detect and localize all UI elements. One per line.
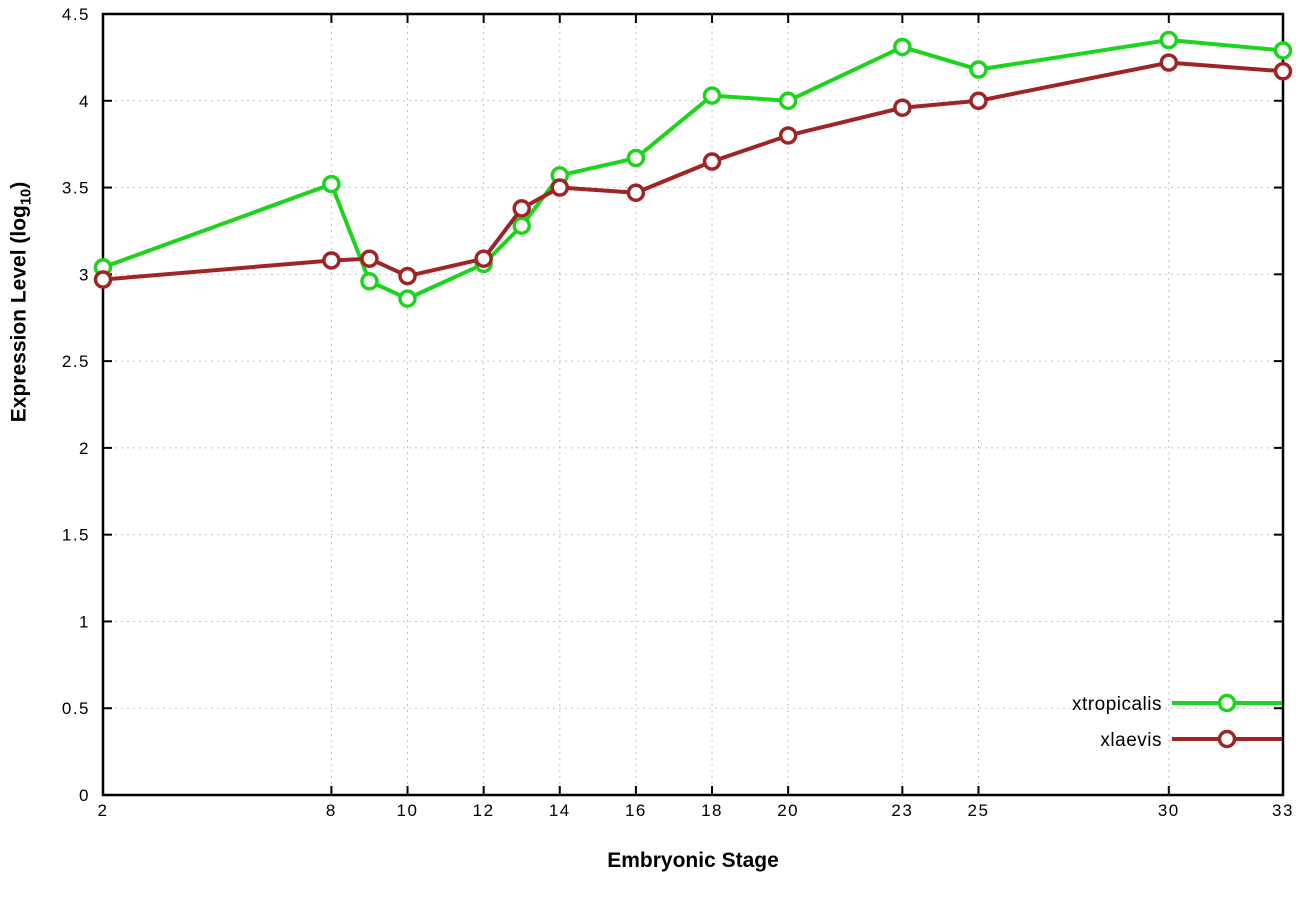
legend-label-xlaevis: xlaevis [1100, 730, 1162, 751]
data-point-xlaevis [969, 91, 988, 111]
y-axis-title-suffix: ) [7, 181, 31, 189]
data-point-xlaevis [512, 199, 531, 218]
data-point-xtropicalis [360, 272, 379, 291]
plot-border [101, 12, 1285, 797]
data-point-xlaevis [893, 98, 912, 117]
data-point-xtropicalis [1273, 41, 1293, 60]
data-point-xtropicalis [398, 289, 417, 308]
x-tick-label: 23 [891, 801, 913, 820]
y-tick-label: 1.5 [62, 526, 90, 545]
y-axis-title: Expression Level (log10) [7, 182, 34, 422]
data-point-xlaevis [1159, 53, 1179, 72]
data-point-xlaevis [398, 266, 417, 286]
y-tick-label: 1 [79, 612, 90, 631]
data-point-xlaevis [626, 183, 646, 203]
y-tick-label: 0.5 [62, 699, 90, 718]
x-tick-label: 2 [98, 801, 109, 820]
data-point-xtropicalis [322, 174, 341, 194]
data-point-xtropicalis [626, 148, 646, 168]
y-tick-label: 4 [79, 92, 90, 111]
data-point-xtropicalis [969, 60, 988, 79]
y-tick-label: 2.5 [62, 352, 90, 371]
x-tick-label: 30 [1158, 801, 1180, 820]
legend-marker-xtropicalis [1217, 693, 1237, 713]
y-axis-title-subscript: 10 [18, 188, 35, 206]
data-point-xlaevis [93, 270, 113, 289]
y-tick-label: 0 [79, 786, 90, 805]
x-tick-label: 14 [549, 801, 571, 820]
data-point-xlaevis [550, 178, 570, 197]
legend-marker-xlaevis [1217, 729, 1237, 749]
data-point-xtropicalis [512, 216, 531, 235]
y-tick-label: 3.5 [62, 179, 90, 198]
y-tick-label: 4.5 [62, 5, 90, 24]
x-tick-label: 20 [777, 801, 799, 820]
x-tick-label: 10 [397, 801, 419, 820]
data-point-xlaevis [474, 249, 493, 268]
x-tick-label: 18 [701, 801, 723, 820]
data-point-xlaevis [702, 152, 722, 171]
y-tick-label: 3 [79, 265, 90, 284]
data-point-xlaevis [360, 249, 379, 268]
legend-label-xtropicalis: xtropicalis [1072, 694, 1162, 715]
x-tick-label: 16 [625, 801, 647, 820]
y-axis-title-prefix: Expression Level (log [7, 205, 31, 423]
x-tick-label: 12 [473, 801, 495, 820]
data-point-xlaevis [778, 126, 798, 145]
x-tick-label: 33 [1272, 801, 1294, 820]
data-point-xlaevis [322, 251, 341, 270]
x-tick-label: 25 [968, 801, 990, 820]
x-tick-label: 8 [326, 801, 337, 820]
x-axis-title: Embryonic Stage [607, 849, 779, 872]
data-point-xtropicalis [702, 86, 722, 105]
data-point-xtropicalis [778, 91, 798, 111]
data-point-xtropicalis [1159, 30, 1179, 50]
data-point-xlaevis [1273, 62, 1293, 81]
y-tick-label: 2 [79, 439, 90, 458]
data-point-xtropicalis [893, 37, 912, 57]
